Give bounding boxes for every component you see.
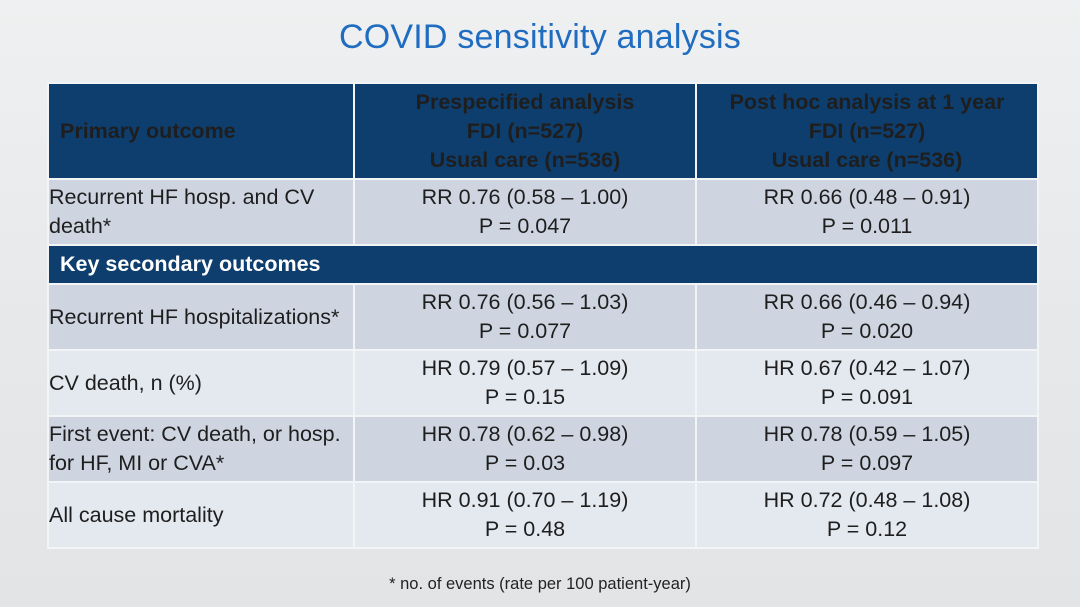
outcome-label: CV death, n (%) xyxy=(47,349,355,417)
p-value: P = 0.097 xyxy=(820,451,914,475)
header-primary-outcome: Primary outcome xyxy=(47,82,355,180)
p-value: P = 0.091 xyxy=(820,385,914,409)
header-line: Usual care (n=536) xyxy=(429,147,621,172)
table-row: All cause mortality HR 0.91 (0.70 – 1.19… xyxy=(47,481,1039,549)
effect-estimate: HR 0.91 (0.70 – 1.19) xyxy=(421,488,629,512)
posthoc-result: HR 0.67 (0.42 – 1.07) P = 0.091 xyxy=(695,349,1039,417)
header-line: Usual care (n=536) xyxy=(771,147,963,172)
header-post-hoc-analysis: Post hoc analysis at 1 year FDI (n=527) … xyxy=(695,82,1039,180)
section-label-key-secondary-outcomes: Key secondary outcomes xyxy=(47,244,1039,285)
effect-estimate: RR 0.76 (0.56 – 1.03) xyxy=(421,290,629,314)
header-line: Post hoc analysis at 1 year xyxy=(729,89,1005,114)
p-value: P = 0.15 xyxy=(484,385,566,409)
section-header-row: Key secondary outcomes xyxy=(47,244,1039,285)
prespecified-result: HR 0.78 (0.62 – 0.98) P = 0.03 xyxy=(353,415,697,483)
header-line: FDI (n=527) xyxy=(808,118,926,143)
effect-estimate: HR 0.78 (0.59 – 1.05) xyxy=(763,422,971,446)
effect-estimate: RR 0.76 (0.58 – 1.00) xyxy=(421,185,629,209)
effect-estimate: HR 0.67 (0.42 – 1.07) xyxy=(763,356,971,380)
p-value: P = 0.48 xyxy=(484,517,566,541)
effect-estimate: RR 0.66 (0.46 – 0.94) xyxy=(763,290,971,314)
outcome-label: Recurrent HF hosp. and CV death* xyxy=(47,178,355,246)
posthoc-result: RR 0.66 (0.48 – 0.91) P = 0.011 xyxy=(695,178,1039,246)
prespecified-result: RR 0.76 (0.58 – 1.00) P = 0.047 xyxy=(353,178,697,246)
results-table: Primary outcome Prespecified analysis FD… xyxy=(47,82,1039,549)
table-row: Recurrent HF hospitalizations* RR 0.76 (… xyxy=(47,283,1039,351)
header-prespecified-analysis: Prespecified analysis FDI (n=527) Usual … xyxy=(353,82,697,180)
outcome-label: All cause mortality xyxy=(47,481,355,549)
table-row: CV death, n (%) HR 0.79 (0.57 – 1.09) P … xyxy=(47,349,1039,417)
posthoc-result: HR 0.78 (0.59 – 1.05) P = 0.097 xyxy=(695,415,1039,483)
table-header-row: Primary outcome Prespecified analysis FD… xyxy=(47,82,1039,180)
prespecified-result: RR 0.76 (0.56 – 1.03) P = 0.077 xyxy=(353,283,697,351)
prespecified-result: HR 0.79 (0.57 – 1.09) P = 0.15 xyxy=(353,349,697,417)
prespecified-result: HR 0.91 (0.70 – 1.19) P = 0.48 xyxy=(353,481,697,549)
posthoc-result: RR 0.66 (0.46 – 0.94) P = 0.020 xyxy=(695,283,1039,351)
header-line: FDI (n=527) xyxy=(466,118,584,143)
posthoc-result: HR 0.72 (0.48 – 1.08) P = 0.12 xyxy=(695,481,1039,549)
outcome-label: First event: CV death, or hosp. for HF, … xyxy=(47,415,355,483)
p-value: P = 0.011 xyxy=(821,214,913,238)
table-row: Recurrent HF hosp. and CV death* RR 0.76… xyxy=(47,178,1039,246)
outcome-label: Recurrent HF hospitalizations* xyxy=(47,283,355,351)
effect-estimate: HR 0.79 (0.57 – 1.09) xyxy=(421,356,629,380)
header-line: Prespecified analysis xyxy=(415,89,635,114)
table-row: First event: CV death, or hosp. for HF, … xyxy=(47,415,1039,483)
footnote: * no. of events (rate per 100 patient-ye… xyxy=(389,575,691,593)
effect-estimate: HR 0.78 (0.62 – 0.98) xyxy=(421,422,629,446)
p-value: P = 0.03 xyxy=(484,451,566,475)
slide-title: COVID sensitivity analysis xyxy=(339,18,741,56)
p-value: P = 0.077 xyxy=(478,319,572,343)
p-value: P = 0.020 xyxy=(820,319,914,343)
effect-estimate: RR 0.66 (0.48 – 0.91) xyxy=(763,185,971,209)
effect-estimate: HR 0.72 (0.48 – 1.08) xyxy=(763,488,971,512)
p-value: P = 0.047 xyxy=(478,214,572,238)
p-value: P = 0.12 xyxy=(826,517,908,541)
